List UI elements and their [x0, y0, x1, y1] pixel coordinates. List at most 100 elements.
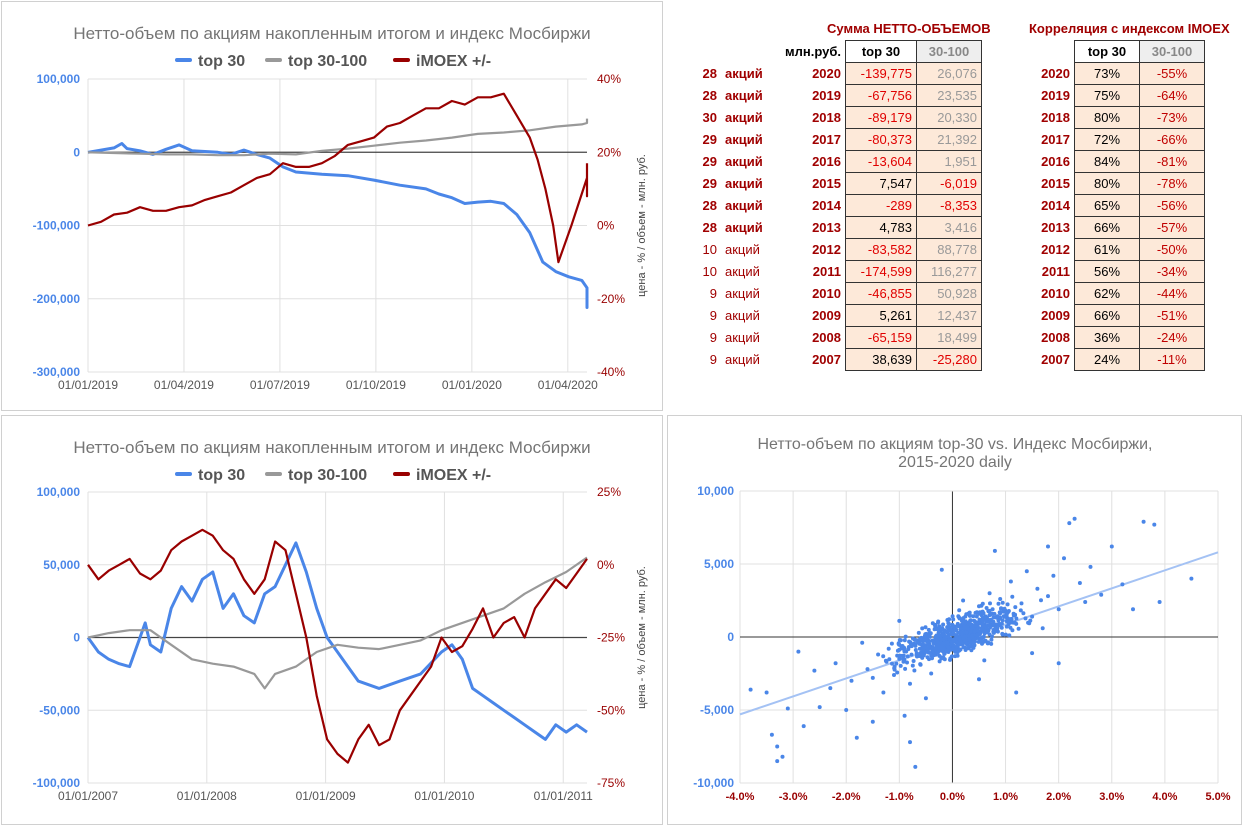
sum-table-header: млн.руб. top 30 30-100 [693, 40, 982, 63]
scatter-point [895, 648, 900, 653]
scatter-point [748, 687, 753, 692]
corr-value-top30: 36% [1074, 326, 1140, 349]
scatter-point [967, 611, 971, 616]
scatter-point [870, 719, 875, 724]
table-panel: Сумма НЕТТО-ОБЪЕМОВ Корреляция с индексо… [667, 1, 1242, 411]
scatter-point [936, 633, 941, 638]
scatter-point [999, 621, 1004, 626]
scatter-point [1011, 613, 1016, 618]
scatter-point [955, 624, 960, 628]
scatter-point [1062, 556, 1066, 561]
x-tick-label: 01/01/2019 [58, 378, 118, 392]
corr-value-30-100: -44% [1139, 282, 1205, 305]
corr-row-year: 2011 [1041, 264, 1070, 279]
corr-table-row: 2020 73% -55% [1030, 62, 1205, 85]
scatter-point [929, 671, 934, 676]
scatter-point [780, 754, 785, 759]
scatter-point [1030, 614, 1035, 619]
scatter-point [918, 662, 923, 667]
sum-table-row: 10 акций 2011 -174,599 116,277 [693, 260, 982, 283]
scatter-point [974, 614, 979, 619]
row-value-top30: -67,756 [844, 84, 917, 107]
x-tick-label: 4.0% [1152, 791, 1177, 803]
chart-subtitle: 2015-2020 daily [898, 454, 1012, 471]
scatter-point [925, 639, 930, 644]
x-tick-label: 01/07/2019 [250, 378, 310, 392]
row-value-30-100: 1,951 [915, 150, 982, 173]
corr-table-row: 2018 80% -73% [1030, 106, 1205, 129]
scatter-point [957, 642, 962, 647]
sum-table: млн.руб. top 30 30-100 28 акций 2020 -139,7… [693, 40, 982, 371]
corr-value-30-100: -51% [1139, 304, 1205, 327]
row-value-top30: 5,261 [844, 304, 917, 327]
scatter-point [961, 598, 966, 603]
line-chart-2019-2020: Нетто-объем по акциям накопленным итогом… [33, 24, 648, 392]
legend-label: top 30 [198, 467, 245, 484]
scatter-point [949, 640, 954, 645]
scatter-point [977, 617, 982, 622]
scatter-point [905, 654, 910, 659]
x-tick-label: -4.0% [726, 791, 755, 803]
scatter-point [902, 713, 907, 718]
row-stock-count: 29 [702, 176, 717, 191]
scatter-point [956, 614, 961, 619]
corr-table-row: 2016 84% -81% [1030, 150, 1205, 173]
scatter-point [972, 618, 977, 623]
row-value-top30: -83,582 [844, 238, 917, 261]
scatter-point [1019, 601, 1024, 606]
scatter-point [895, 670, 900, 675]
scatter-point [943, 629, 948, 634]
row-stock-word: акций [725, 308, 760, 323]
scatter-point [953, 628, 958, 633]
y-tick-label: -5,000 [700, 703, 734, 717]
row-stock-word: акций [725, 264, 760, 279]
sum-table-row: 30 акций 2018 -89,179 20,330 [693, 106, 982, 129]
y-right-tick-label: 40% [597, 72, 621, 86]
scatter-point [941, 644, 946, 649]
scatter-point [1120, 582, 1125, 587]
scatter-point [941, 622, 946, 627]
corr-table-row: 2017 72% -66% [1030, 128, 1205, 151]
scatter-point [923, 625, 928, 630]
scatter-point [881, 654, 886, 659]
scatter-point [923, 696, 928, 701]
scatter-point [971, 614, 976, 619]
scatter-point [964, 630, 969, 635]
scatter-point [999, 625, 1004, 630]
row-year: 2010 [812, 286, 841, 301]
scatter-point [1051, 573, 1056, 578]
scatter-point [849, 678, 854, 683]
scatter-point [775, 744, 780, 749]
scatter-point [940, 633, 945, 638]
scatter-point [894, 661, 899, 666]
scatter-point [903, 666, 908, 671]
scatter-point [930, 649, 935, 654]
x-tick-label: 01/01/2011 [534, 789, 593, 803]
row-stock-count: 9 [709, 352, 717, 367]
scatter-point [991, 629, 996, 634]
corr-row-year: 2014 [1041, 198, 1070, 213]
row-year: 2007 [812, 352, 841, 367]
chart-title: Нетто-объем по акциям top-30 vs. Индекс … [757, 436, 1152, 453]
row-value-30-100: 23,535 [915, 84, 982, 107]
scatter-point [996, 601, 1001, 606]
sum-table-row: 29 акций 2015 7,547 -6,019 [693, 172, 982, 195]
scatter-point [785, 706, 790, 711]
corr-table-row: 2015 80% -78% [1030, 172, 1205, 195]
scatter-point [931, 653, 936, 658]
corr-row-year: 2018 [1041, 110, 1070, 125]
scatter-point [901, 656, 905, 661]
corr-value-30-100: -55% [1139, 62, 1205, 85]
row-value-30-100: 26,076 [915, 62, 982, 85]
corr-row-year: 2008 [1041, 330, 1070, 345]
x-tick-label: 01/01/2010 [414, 789, 474, 803]
row-value-30-100: -8,353 [915, 194, 982, 217]
y-right-tick-label: -20% [597, 292, 625, 306]
corr-row-year: 2020 [1041, 66, 1070, 81]
scatter-point [908, 681, 912, 686]
chart-panel-2007-2011: Нетто-объем по акциям накопленным итогом… [1, 415, 663, 825]
scatter-point [865, 667, 870, 672]
row-value-30-100: -25,280 [915, 348, 982, 371]
chart-panel-2019-2020: Нетто-объем по акциям накопленным итогом… [1, 1, 663, 411]
scatter-point [987, 591, 992, 596]
